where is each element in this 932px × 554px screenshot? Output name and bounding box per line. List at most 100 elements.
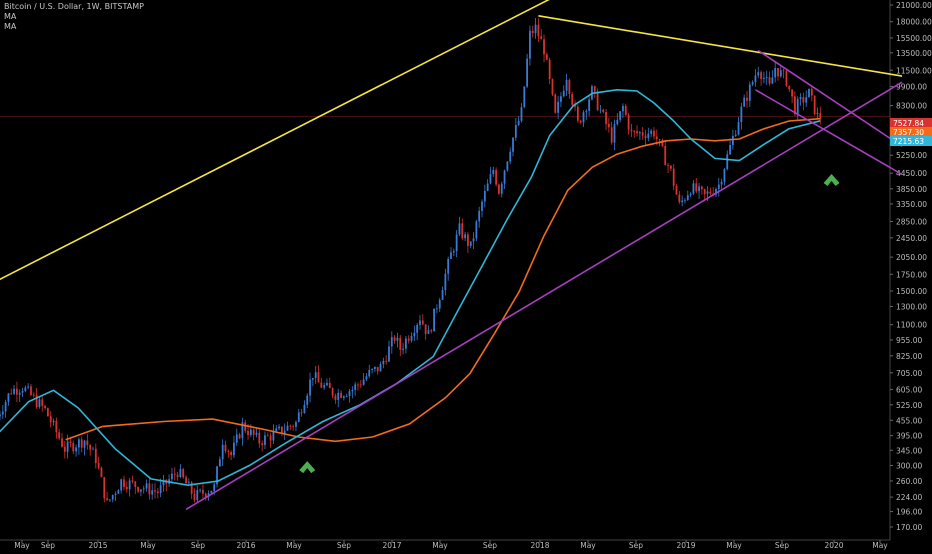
candle[interactable]: [613, 119, 616, 151]
candle[interactable]: [661, 138, 664, 147]
candle[interactable]: [362, 373, 365, 386]
candle[interactable]: [424, 324, 427, 340]
candle[interactable]: [774, 61, 777, 83]
candle[interactable]: [765, 70, 768, 85]
candle[interactable]: [320, 377, 323, 389]
candle[interactable]: [734, 130, 737, 137]
candle[interactable]: [13, 385, 15, 396]
candle[interactable]: [140, 489, 142, 497]
candle[interactable]: [495, 167, 498, 187]
trendline-purple-channel-top[interactable]: [757, 49, 903, 147]
candle[interactable]: [15, 381, 18, 403]
candle[interactable]: [605, 108, 607, 131]
candle[interactable]: [131, 475, 134, 484]
candle[interactable]: [689, 192, 692, 198]
candle[interactable]: [323, 382, 326, 390]
candle[interactable]: [286, 421, 289, 432]
candle[interactable]: [574, 100, 576, 111]
candle[interactable]: [517, 116, 520, 127]
candle[interactable]: [241, 417, 244, 446]
candle[interactable]: [334, 393, 337, 404]
candle[interactable]: [216, 465, 218, 488]
candle[interactable]: [342, 395, 345, 401]
candle[interactable]: [667, 162, 669, 174]
candle[interactable]: [579, 119, 582, 124]
candle[interactable]: [27, 383, 30, 390]
candle[interactable]: [543, 34, 545, 63]
candle[interactable]: [675, 183, 678, 195]
trendline-purple-support[interactable]: [185, 81, 903, 511]
candle[interactable]: [627, 112, 630, 135]
candle[interactable]: [24, 385, 27, 393]
candle[interactable]: [808, 88, 810, 98]
candle[interactable]: [111, 494, 114, 503]
candle[interactable]: [7, 392, 10, 406]
candle[interactable]: [565, 73, 568, 97]
candle[interactable]: [748, 81, 751, 107]
candle[interactable]: [331, 387, 334, 399]
candle[interactable]: [244, 419, 247, 434]
candle[interactable]: [610, 121, 613, 145]
candle[interactable]: [204, 492, 207, 501]
candle[interactable]: [419, 315, 421, 330]
candle[interactable]: [576, 104, 579, 123]
candle[interactable]: [416, 323, 419, 341]
candle[interactable]: [390, 331, 393, 354]
candle[interactable]: [202, 483, 204, 499]
candle[interactable]: [326, 378, 328, 387]
candle[interactable]: [771, 70, 774, 84]
candle[interactable]: [458, 216, 461, 237]
candle[interactable]: [359, 380, 362, 389]
trendline-yellow-resistance[interactable]: [538, 15, 903, 77]
candle[interactable]: [218, 456, 221, 467]
candle[interactable]: [455, 230, 458, 258]
candle[interactable]: [187, 478, 190, 484]
candle[interactable]: [557, 95, 560, 120]
candle[interactable]: [41, 396, 44, 412]
candle[interactable]: [500, 181, 503, 198]
candle[interactable]: [746, 90, 748, 108]
candle[interactable]: [695, 177, 698, 194]
candle[interactable]: [540, 29, 543, 40]
candle[interactable]: [402, 342, 404, 355]
candle[interactable]: [607, 117, 610, 133]
candle[interactable]: [75, 444, 77, 457]
candle[interactable]: [385, 355, 388, 365]
candle[interactable]: [156, 487, 159, 499]
candle[interactable]: [314, 365, 317, 384]
candle[interactable]: [185, 474, 187, 484]
candle[interactable]: [120, 478, 123, 494]
candle[interactable]: [357, 382, 359, 391]
x-axis-ticks[interactable]: May Sep 2015 May Sep 2016 May Sep 2017 May Sep 2018…: [14, 540, 888, 550]
candle[interactable]: [266, 432, 269, 437]
candle[interactable]: [602, 108, 605, 114]
candle[interactable]: [523, 86, 526, 109]
candle[interactable]: [816, 107, 819, 120]
ma-slow-line[interactable]: [65, 117, 821, 443]
candle[interactable]: [624, 103, 627, 117]
candle[interactable]: [61, 432, 63, 448]
candle[interactable]: [779, 65, 782, 78]
candle[interactable]: [672, 164, 675, 191]
candle[interactable]: [117, 489, 120, 494]
candle[interactable]: [438, 297, 441, 313]
candle[interactable]: [452, 248, 455, 257]
candle[interactable]: [123, 475, 125, 491]
candle[interactable]: [18, 389, 21, 403]
candle[interactable]: [179, 464, 182, 479]
candle[interactable]: [433, 308, 435, 332]
candle[interactable]: [737, 117, 740, 136]
candle[interactable]: [46, 407, 49, 417]
candle[interactable]: [396, 332, 399, 348]
candle[interactable]: [802, 92, 805, 111]
candle[interactable]: [709, 187, 712, 196]
candle[interactable]: [311, 378, 314, 387]
candle[interactable]: [272, 424, 275, 444]
candle[interactable]: [97, 456, 100, 470]
candle[interactable]: [371, 368, 373, 374]
candle[interactable]: [548, 57, 551, 85]
candle[interactable]: [106, 492, 108, 501]
candle[interactable]: [109, 499, 111, 503]
candle[interactable]: [760, 70, 762, 86]
candle[interactable]: [173, 467, 176, 481]
